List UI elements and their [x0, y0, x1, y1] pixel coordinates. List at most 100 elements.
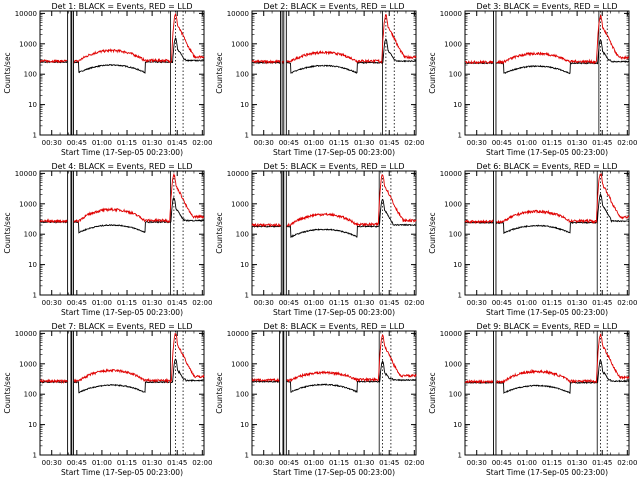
x-tick-label: 01:45: [167, 459, 187, 467]
y-tick-label: 1000: [231, 200, 249, 208]
y-tick-label: 100: [449, 391, 462, 399]
y-axis-label: Counts/sec: [215, 372, 224, 413]
plot-frame: [464, 10, 630, 136]
y-tick-label: 10000: [227, 10, 249, 18]
y-tick-label: 1: [458, 132, 462, 140]
x-tick-label: 02:00: [192, 459, 212, 467]
x-tick-label: 02:00: [404, 459, 424, 467]
y-tick-label: 10000: [440, 10, 462, 18]
x-tick-label: 01:30: [142, 459, 162, 467]
x-tick-label: 01:00: [92, 139, 112, 147]
x-tick-label: 00:45: [67, 459, 87, 467]
x-tick-label: 01:45: [592, 139, 612, 147]
y-tick-label: 1: [33, 132, 37, 140]
x-axis-label: Start Time (17-Sep-05 00:23:00): [273, 148, 395, 157]
x-tick-label: 02:00: [192, 299, 212, 307]
y-tick-label: 100: [236, 231, 249, 239]
y-tick-label: 10000: [227, 330, 249, 338]
y-axis-label: Counts/sec: [3, 52, 12, 93]
y-axis-label: Counts/sec: [428, 52, 437, 93]
x-axis-label: Start Time (17-Sep-05 00:23:00): [486, 148, 608, 157]
x-tick-label: 01:45: [379, 459, 399, 467]
panel-det-6: Det 6: BLACK = Events, RED = LLD Counts/s…: [428, 162, 637, 317]
x-axis-label: Start Time (17-Sep-05 00:23:00): [273, 468, 395, 477]
x-tick-label: 01:30: [354, 459, 374, 467]
x-tick-label: 00:30: [467, 139, 487, 147]
x-tick-label: 01:00: [92, 459, 112, 467]
panel-title: Det 4: BLACK = Events, RED = LLD: [52, 162, 193, 171]
series-events-line: [464, 40, 630, 75]
y-tick-label: 1: [458, 452, 462, 460]
panel-title: Det 6: BLACK = Events, RED = LLD: [477, 162, 618, 171]
y-tick-label: 100: [449, 71, 462, 79]
series-events-line: [251, 38, 417, 74]
x-tick-label: 02:00: [404, 139, 424, 147]
y-tick-label: 1000: [231, 40, 249, 48]
plot-frame: [251, 170, 417, 296]
x-tick-label: 01:30: [567, 299, 587, 307]
y-axis-label: Counts/sec: [215, 212, 224, 253]
y-tick-label: 1: [245, 132, 249, 140]
series-lld-line: [464, 14, 630, 65]
y-tick-label: 1: [458, 292, 462, 300]
y-tick-label: 10: [28, 101, 37, 109]
plot-frame: [39, 10, 205, 136]
panel-title: Det 5: BLACK = Events, RED = LLD: [264, 162, 405, 171]
x-tick-label: 01:15: [117, 299, 137, 307]
series-events-line: [39, 358, 205, 394]
x-tick-label: 01:15: [542, 139, 562, 147]
panel-det-5: Det 5: BLACK = Events, RED = LLD Counts/s…: [215, 162, 424, 317]
series-lld-line: [39, 333, 205, 385]
y-axis-label: Counts/sec: [428, 372, 437, 413]
x-tick-label: 01:45: [379, 139, 399, 147]
x-tick-label: 01:15: [117, 139, 137, 147]
x-tick-label: 00:30: [467, 299, 487, 307]
x-tick-label: 01:30: [567, 139, 587, 147]
x-tick-label: 01:15: [117, 459, 137, 467]
x-tick-label: 01:30: [354, 299, 374, 307]
panel-det-7: Det 7: BLACK = Events, RED = LLD Counts/s…: [3, 322, 212, 477]
panel-det-1: Det 1: BLACK = Events, RED = LLD Counts/s…: [3, 2, 212, 157]
y-tick-label: 10: [453, 421, 462, 429]
y-tick-label: 10000: [15, 330, 37, 338]
panel-det-9: Det 9: BLACK = Events, RED = LLD Counts/s…: [428, 322, 637, 477]
x-tick-label: 01:30: [142, 299, 162, 307]
y-tick-label: 1000: [444, 40, 462, 48]
x-axis-label: Start Time (17-Sep-05 00:23:00): [61, 148, 183, 157]
y-axis-label: Counts/sec: [215, 52, 224, 93]
x-tick-label: 01:45: [167, 139, 187, 147]
series-events-line: [251, 360, 417, 393]
y-tick-label: 1: [33, 452, 37, 460]
plot-frame: [251, 10, 417, 136]
y-tick-label: 10000: [440, 330, 462, 338]
y-tick-label: 1: [245, 292, 249, 300]
y-tick-label: 100: [236, 71, 249, 79]
series-events-line: [251, 198, 417, 238]
x-tick-label: 00:45: [492, 299, 512, 307]
plot-frame: [39, 330, 205, 456]
x-tick-label: 01:45: [167, 299, 187, 307]
panel-title: Det 9: BLACK = Events, RED = LLD: [477, 322, 618, 331]
y-tick-label: 10000: [440, 170, 462, 178]
x-tick-label: 00:45: [279, 299, 299, 307]
x-tick-label: 00:45: [492, 459, 512, 467]
x-tick-label: 00:30: [467, 459, 487, 467]
y-tick-label: 100: [24, 391, 37, 399]
x-tick-label: 02:00: [617, 299, 637, 307]
y-tick-label: 1: [245, 452, 249, 460]
y-tick-label: 1000: [231, 360, 249, 368]
panel-title: Det 8: BLACK = Events, RED = LLD: [264, 322, 405, 331]
y-axis-label: Counts/sec: [3, 372, 12, 413]
panel-det-8: Det 8: BLACK = Events, RED = LLD Counts/s…: [215, 322, 424, 477]
y-tick-label: 10: [28, 421, 37, 429]
plot-frame: [39, 170, 205, 296]
x-tick-label: 00:45: [492, 139, 512, 147]
x-axis-label: Start Time (17-Sep-05 00:23:00): [486, 308, 608, 317]
x-tick-label: 00:30: [42, 139, 62, 147]
x-tick-label: 01:00: [517, 299, 537, 307]
y-tick-label: 10000: [15, 10, 37, 18]
x-tick-label: 02:00: [192, 139, 212, 147]
series-lld-line: [251, 174, 417, 228]
x-tick-label: 01:00: [304, 299, 324, 307]
